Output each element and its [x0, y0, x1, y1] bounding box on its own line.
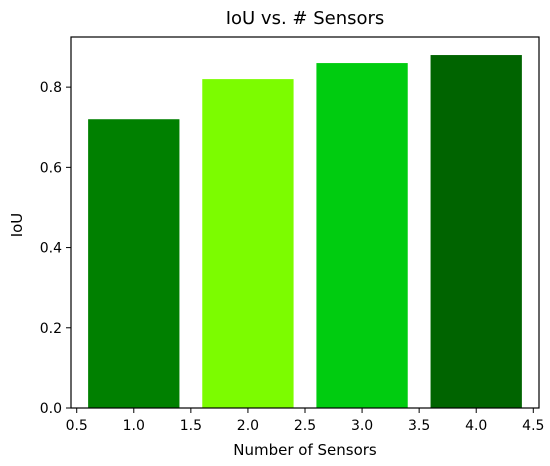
x-tick-label: 1.0 — [123, 418, 145, 434]
y-axis-ticks: 0.0 0.2 0.4 0.6 0.8 — [40, 80, 71, 417]
x-axis-ticks: 0.5 1.0 1.5 2.0 2.5 3.0 3.5 4.0 4.5 — [66, 408, 544, 434]
bar-4 — [430, 55, 522, 409]
bar-2 — [202, 79, 294, 408]
x-tick-label: 4.0 — [465, 418, 487, 434]
x-tick-label: 0.5 — [66, 418, 88, 434]
x-tick-label: 2.0 — [237, 418, 259, 434]
y-tick-label: 0.0 — [40, 401, 62, 417]
plot-frame — [70, 36, 540, 409]
x-tick-label: 1.5 — [180, 418, 202, 434]
y-tick-label: 0.8 — [40, 80, 62, 96]
bar-3 — [316, 63, 408, 408]
x-tick-label: 4.5 — [522, 418, 544, 434]
chart-title: IoU vs. # Sensors — [226, 8, 385, 29]
x-axis-label: Number of Sensors — [233, 441, 377, 459]
bars — [88, 55, 522, 409]
y-axis-label: IoU — [8, 213, 26, 238]
x-tick-label: 3.0 — [351, 418, 373, 434]
y-tick-label: 0.2 — [40, 321, 62, 337]
x-tick-label: 3.5 — [408, 418, 430, 434]
y-tick-label: 0.4 — [40, 241, 62, 257]
y-tick-label: 0.6 — [40, 160, 62, 176]
x-tick-label: 2.5 — [294, 418, 316, 434]
bar-1 — [88, 119, 180, 408]
